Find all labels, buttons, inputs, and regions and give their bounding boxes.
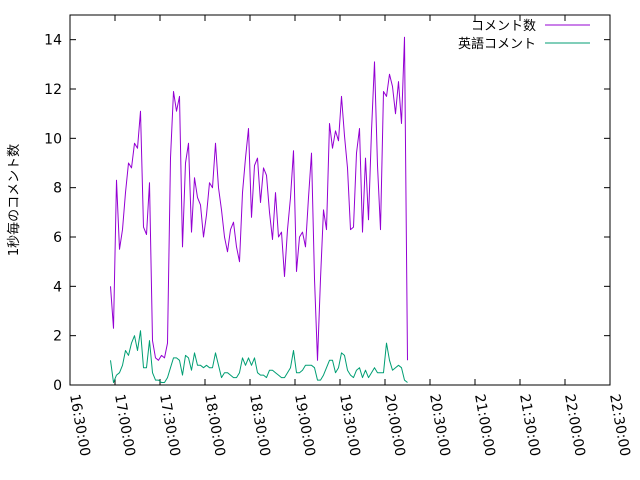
x-axis-ticks: 16:30:00 17:00:00 17:30:00 18:00:00 18:30:00… <box>66 15 633 458</box>
y-tick-label: 6 <box>53 230 62 246</box>
x-tick-label: 17:00:00 <box>111 393 138 458</box>
y-axis-label: 1秒毎のコメント数 <box>6 144 22 256</box>
legend-label: 英語コメント <box>458 36 536 52</box>
x-tick-label: 22:00:00 <box>561 393 588 458</box>
plot-frame <box>69 14 611 386</box>
y-tick-label: 8 <box>53 181 62 197</box>
x-tick-label: 20:30:00 <box>426 393 453 458</box>
x-tick-label: 22:30:00 <box>606 393 633 458</box>
series-line-1 <box>110 36 408 361</box>
x-tick-label: 18:00:00 <box>201 393 228 458</box>
x-tick-label: 19:00:00 <box>291 393 318 458</box>
series-line-2 <box>110 330 408 383</box>
x-tick-label: 18:30:00 <box>246 393 273 458</box>
x-tick-label: 21:30:00 <box>516 393 543 458</box>
legend-label: コメント数 <box>471 19 536 34</box>
x-tick-label: 19:30:00 <box>336 393 363 458</box>
y-axis-ticks: 0 2 4 6 8 10 12 14 <box>44 33 610 394</box>
y-tick-label: 12 <box>44 82 62 98</box>
y-tick-label: 0 <box>53 378 62 394</box>
y-tick-label: 4 <box>53 279 62 295</box>
series-layer <box>110 36 408 383</box>
y-tick-label: 2 <box>53 329 62 345</box>
x-tick-label: 21:00:00 <box>471 393 498 458</box>
y-tick-label: 10 <box>44 131 62 147</box>
x-tick-label: 16:30:00 <box>66 393 93 458</box>
x-tick-label: 20:00:00 <box>381 393 408 458</box>
x-tick-label: 17:30:00 <box>156 393 183 458</box>
y-tick-label: 14 <box>44 33 62 49</box>
